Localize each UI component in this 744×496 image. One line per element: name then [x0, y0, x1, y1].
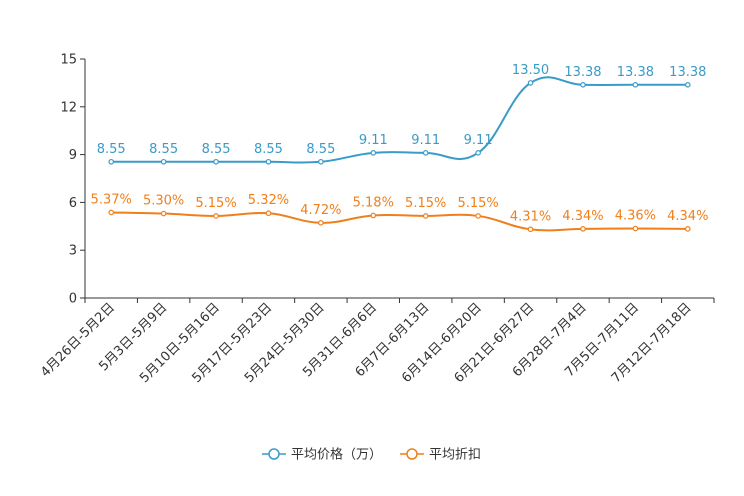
- data-label: 4.31%: [510, 209, 551, 224]
- legend-label: 平均价格（万）: [291, 447, 382, 463]
- data-label: 4.34%: [562, 209, 603, 224]
- legend-marker-icon: [406, 448, 418, 460]
- data-label: 9.11: [464, 133, 493, 148]
- legend-marker-icon: [268, 448, 280, 460]
- data-label: 13.38: [564, 65, 601, 80]
- legend-item-0: 平均价格（万）: [262, 447, 382, 463]
- data-point: [370, 150, 377, 156]
- legend-item-1: 平均折扣: [400, 448, 481, 463]
- y-tick-label: 3: [69, 244, 77, 259]
- data-point: [160, 210, 167, 217]
- data-label: 5.18%: [353, 195, 394, 210]
- data-point: [160, 158, 167, 165]
- data-point: [213, 158, 219, 165]
- y-tick-label: 0: [69, 292, 77, 307]
- data-point: [527, 80, 534, 86]
- data-point: [684, 226, 691, 232]
- data-label: 8.55: [306, 142, 335, 157]
- data-label: 13.38: [669, 65, 706, 80]
- data-label: 13.38: [617, 65, 654, 80]
- data-point: [580, 82, 586, 88]
- data-label: 8.55: [202, 142, 231, 157]
- data-label: 9.11: [411, 133, 440, 148]
- data-point: [684, 82, 691, 88]
- data-label: 8.55: [254, 142, 283, 157]
- legend-label: 平均折扣: [429, 448, 481, 463]
- data-label: 5.15%: [405, 196, 446, 211]
- data-label: 13.50: [512, 63, 549, 78]
- series-line: [111, 76, 688, 164]
- data-label: 5.30%: [143, 194, 184, 209]
- series-0: 8.55 8.55 8.55 8.55 8.55 9.11 9.11 9.11 13.50 13.…: [97, 63, 706, 165]
- data-point: [265, 158, 272, 165]
- data-point: [422, 150, 429, 156]
- data-point: [213, 213, 219, 219]
- data-label: 8.55: [149, 142, 178, 157]
- data-label: 9.11: [359, 133, 388, 148]
- data-label: 4.34%: [667, 209, 708, 224]
- series-layer: 8.55 8.55 8.55 8.55 8.55 9.11 9.11 9.11 13.50 13.…: [91, 63, 708, 233]
- data-point: [422, 213, 429, 219]
- y-tick-label: 6: [69, 196, 77, 211]
- data-point: [632, 225, 639, 232]
- data-label: 8.55: [97, 142, 126, 157]
- data-point: [318, 219, 324, 226]
- data-point: [370, 212, 377, 219]
- data-point: [108, 158, 115, 165]
- data-point: [632, 82, 639, 88]
- data-label: 5.32%: [248, 193, 289, 208]
- y-tick-label: 15: [60, 53, 77, 68]
- data-label: 4.72%: [300, 203, 341, 218]
- series-line: [111, 211, 688, 232]
- y-tick-label: 9: [69, 148, 77, 163]
- legend: 平均价格（万） 平均折扣: [262, 447, 481, 463]
- series-1: 5.37% 5.30% 5.15% 5.32% 4.72% 5.18% 5.15% 5.15%…: [91, 192, 708, 233]
- data-point: [318, 158, 324, 165]
- axes: 036912154月26日-5月2日5月3日-5月9日5月10日-5月16日5月…: [38, 53, 715, 386]
- data-point: [108, 209, 115, 216]
- data-label: 5.37%: [91, 192, 132, 207]
- data-label: 4.36%: [615, 209, 656, 224]
- data-point: [580, 226, 586, 232]
- data-point: [265, 210, 272, 217]
- y-tick-label: 12: [60, 100, 77, 115]
- data-point: [475, 150, 481, 156]
- data-point: [527, 226, 534, 233]
- data-point: [475, 213, 481, 219]
- data-label: 5.15%: [195, 196, 236, 211]
- data-label: 5.15%: [457, 196, 498, 211]
